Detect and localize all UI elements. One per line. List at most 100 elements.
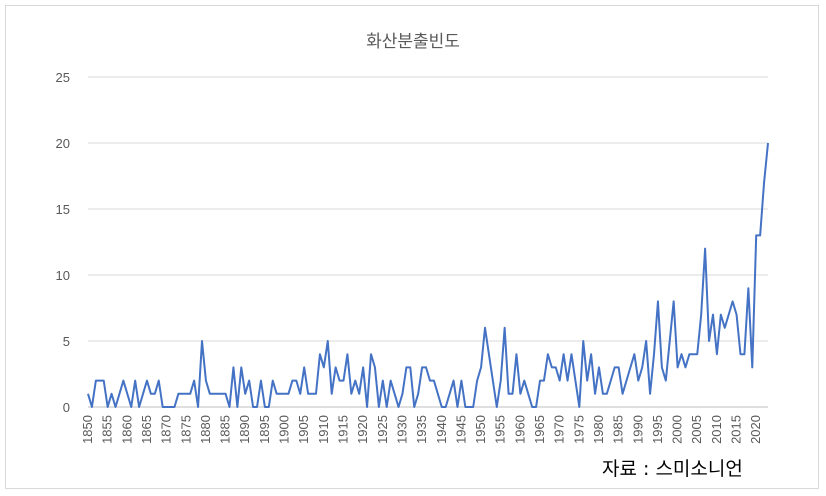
- data-point: [508, 393, 510, 395]
- data-point: [272, 380, 274, 382]
- data-point: [641, 366, 643, 368]
- data-point: [280, 393, 282, 395]
- data-point: [342, 380, 344, 382]
- x-tick-label: 1910: [316, 415, 331, 444]
- x-tick-label: 1865: [139, 415, 154, 444]
- data-point: [496, 406, 498, 408]
- data-point: [87, 393, 89, 395]
- data-point: [185, 393, 187, 395]
- chart-title: 화산분출빈도: [366, 32, 460, 52]
- data-point: [134, 380, 136, 382]
- data-point: [700, 314, 702, 316]
- x-tick-label: 1975: [571, 415, 586, 444]
- data-point: [162, 406, 164, 408]
- data-point: [295, 380, 297, 382]
- x-tick-label: 1855: [100, 415, 115, 444]
- data-point: [453, 380, 455, 382]
- y-tick-label: 10: [56, 268, 70, 283]
- data-point: [464, 406, 466, 408]
- data-point: [739, 353, 741, 355]
- data-point: [476, 380, 478, 382]
- data-point: [350, 393, 352, 395]
- data-point: [268, 406, 270, 408]
- data-point: [201, 340, 203, 342]
- data-point: [535, 406, 537, 408]
- data-point: [767, 142, 769, 144]
- data-point: [449, 393, 451, 395]
- data-point: [433, 380, 435, 382]
- data-point: [468, 406, 470, 408]
- data-point: [629, 366, 631, 368]
- data-point: [401, 393, 403, 395]
- data-point: [429, 380, 431, 382]
- y-tick-label: 15: [56, 202, 70, 217]
- data-point: [122, 380, 124, 382]
- data-point: [138, 406, 140, 408]
- data-point: [673, 300, 675, 302]
- data-point: [614, 366, 616, 368]
- data-point: [688, 353, 690, 355]
- data-point: [315, 393, 317, 395]
- data-point: [637, 380, 639, 382]
- data-point: [610, 380, 612, 382]
- data-point: [500, 380, 502, 382]
- data-point: [158, 380, 160, 382]
- data-point: [559, 380, 561, 382]
- data-point: [712, 314, 714, 316]
- data-point: [209, 393, 211, 395]
- x-tick-label: 1985: [611, 415, 626, 444]
- data-point: [441, 406, 443, 408]
- data-point: [311, 393, 313, 395]
- data-point: [390, 380, 392, 382]
- data-point: [386, 406, 388, 408]
- data-point: [445, 406, 447, 408]
- data-point: [339, 380, 341, 382]
- data-point: [323, 366, 325, 368]
- data-point: [578, 406, 580, 408]
- data-point: [472, 406, 474, 408]
- data-point: [354, 380, 356, 382]
- data-point: [177, 393, 179, 395]
- data-point: [229, 406, 231, 408]
- data-point: [103, 380, 105, 382]
- data-point: [166, 406, 168, 408]
- data-point: [398, 406, 400, 408]
- data-point: [130, 406, 132, 408]
- data-point: [732, 300, 734, 302]
- x-tick-label: 1940: [434, 415, 449, 444]
- data-point: [213, 393, 215, 395]
- data-point: [205, 380, 207, 382]
- data-point: [567, 380, 569, 382]
- y-tick-label: 5: [63, 334, 70, 349]
- data-point: [633, 353, 635, 355]
- data-point: [319, 353, 321, 355]
- data-point: [704, 248, 706, 250]
- data-point: [299, 393, 301, 395]
- data-point: [252, 406, 254, 408]
- data-point: [189, 393, 191, 395]
- data-point: [413, 406, 415, 408]
- x-tick-label: 1915: [335, 415, 350, 444]
- data-point: [684, 366, 686, 368]
- data-point: [484, 327, 486, 329]
- data-point: [555, 366, 557, 368]
- data-point: [115, 406, 117, 408]
- data-point: [154, 393, 156, 395]
- x-tick-label: 1970: [552, 415, 567, 444]
- x-tick-label: 1880: [198, 415, 213, 444]
- data-point: [527, 393, 529, 395]
- data-point: [170, 406, 172, 408]
- x-tick-label: 1935: [414, 415, 429, 444]
- data-point: [531, 406, 533, 408]
- data-point: [492, 380, 494, 382]
- x-tick-label: 1925: [375, 415, 390, 444]
- data-point: [99, 380, 101, 382]
- data-point: [217, 393, 219, 395]
- data-point: [111, 393, 113, 395]
- data-point: [284, 393, 286, 395]
- data-point: [763, 182, 765, 184]
- x-tick-label: 1900: [277, 415, 292, 444]
- data-point: [173, 406, 175, 408]
- data-point: [264, 406, 266, 408]
- data-point: [598, 366, 600, 368]
